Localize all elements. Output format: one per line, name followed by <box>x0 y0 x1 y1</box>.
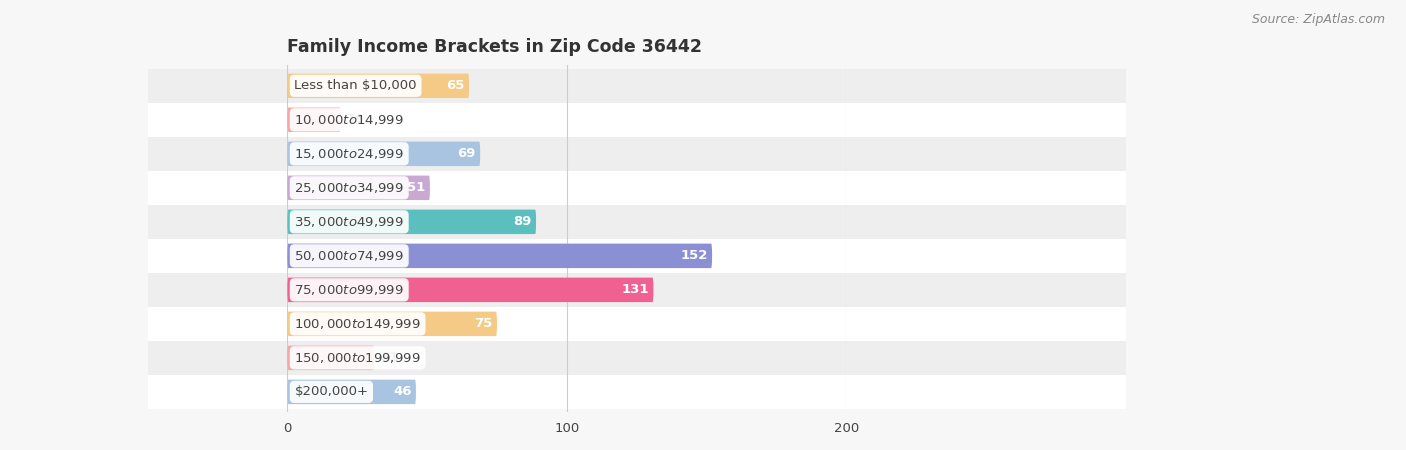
Text: $200,000+: $200,000+ <box>294 385 368 398</box>
Text: 131: 131 <box>621 284 650 297</box>
FancyBboxPatch shape <box>148 307 1126 341</box>
FancyBboxPatch shape <box>148 103 1126 137</box>
Text: 69: 69 <box>457 147 477 160</box>
Text: $100,000 to $149,999: $100,000 to $149,999 <box>294 317 420 331</box>
FancyBboxPatch shape <box>148 137 1126 171</box>
Text: 89: 89 <box>513 216 531 228</box>
Text: $75,000 to $99,999: $75,000 to $99,999 <box>294 283 404 297</box>
FancyBboxPatch shape <box>148 375 1126 409</box>
FancyBboxPatch shape <box>287 346 374 370</box>
Text: Less than $10,000: Less than $10,000 <box>294 79 418 92</box>
Text: 46: 46 <box>394 385 412 398</box>
Text: 65: 65 <box>447 79 465 92</box>
Text: $150,000 to $199,999: $150,000 to $199,999 <box>294 351 420 365</box>
Text: $35,000 to $49,999: $35,000 to $49,999 <box>294 215 404 229</box>
FancyBboxPatch shape <box>287 73 470 98</box>
FancyBboxPatch shape <box>287 210 536 234</box>
Text: 75: 75 <box>474 317 492 330</box>
Text: Source: ZipAtlas.com: Source: ZipAtlas.com <box>1251 14 1385 27</box>
FancyBboxPatch shape <box>287 380 416 404</box>
Text: 19: 19 <box>346 113 364 126</box>
FancyBboxPatch shape <box>287 176 430 200</box>
FancyBboxPatch shape <box>148 171 1126 205</box>
Text: 31: 31 <box>380 351 398 364</box>
FancyBboxPatch shape <box>148 69 1126 103</box>
FancyBboxPatch shape <box>287 243 711 268</box>
FancyBboxPatch shape <box>287 142 481 166</box>
Text: $10,000 to $14,999: $10,000 to $14,999 <box>294 113 404 127</box>
Text: $25,000 to $34,999: $25,000 to $34,999 <box>294 181 404 195</box>
Text: $50,000 to $74,999: $50,000 to $74,999 <box>294 249 404 263</box>
Text: 152: 152 <box>681 249 707 262</box>
Text: Family Income Brackets in Zip Code 36442: Family Income Brackets in Zip Code 36442 <box>287 37 703 55</box>
Text: 51: 51 <box>408 181 426 194</box>
FancyBboxPatch shape <box>148 273 1126 307</box>
FancyBboxPatch shape <box>148 239 1126 273</box>
FancyBboxPatch shape <box>148 205 1126 239</box>
FancyBboxPatch shape <box>287 311 496 336</box>
FancyBboxPatch shape <box>287 278 654 302</box>
FancyBboxPatch shape <box>148 341 1126 375</box>
Text: $15,000 to $24,999: $15,000 to $24,999 <box>294 147 404 161</box>
FancyBboxPatch shape <box>287 108 340 132</box>
